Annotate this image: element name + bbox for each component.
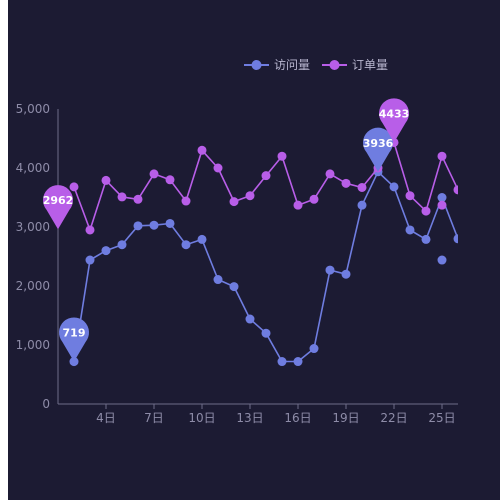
data-point[interactable] (309, 194, 319, 204)
pin-marker[interactable]: 719 (59, 317, 90, 362)
data-point[interactable] (229, 197, 239, 207)
data-point[interactable] (245, 314, 255, 324)
data-point[interactable] (405, 191, 415, 201)
x-tick-label: 13日 (236, 411, 263, 425)
data-point[interactable] (197, 234, 207, 244)
data-point[interactable] (165, 218, 175, 228)
legend-dot-icon (251, 60, 262, 70)
data-point[interactable] (357, 200, 367, 210)
data-point[interactable] (85, 225, 95, 235)
data-point[interactable] (245, 191, 255, 201)
y-tick-label: 1,000 (16, 338, 50, 352)
legend-dot-icon (329, 60, 340, 70)
data-point[interactable] (181, 196, 191, 206)
y-tick-label: 0 (42, 397, 50, 411)
data-point[interactable] (437, 151, 447, 161)
data-point[interactable] (261, 328, 271, 338)
data-point[interactable] (277, 151, 287, 161)
data-point[interactable] (101, 246, 111, 256)
x-tick-label: 4日 (96, 411, 116, 425)
legend-item[interactable]: 访问量 (244, 58, 310, 72)
x-tick-label: 19日 (332, 411, 359, 425)
legend: 访问量 订单量 (244, 58, 388, 72)
data-point[interactable] (437, 255, 447, 265)
pin-marker[interactable]: 2962 (43, 185, 74, 230)
x-tick-label: 16日 (284, 411, 311, 425)
data-point[interactable] (149, 220, 159, 230)
data-point[interactable] (293, 357, 303, 367)
pin-label: 719 (63, 327, 86, 340)
series-line (73, 141, 458, 231)
data-point[interactable] (197, 145, 207, 155)
pin-shape (43, 185, 73, 230)
data-point[interactable] (133, 194, 143, 204)
legend-item[interactable]: 订单量 (322, 58, 388, 72)
data-point[interactable] (117, 192, 127, 202)
data-point[interactable] (453, 234, 463, 244)
data-point[interactable] (341, 269, 351, 279)
data-point[interactable] (165, 175, 175, 185)
data-point[interactable] (133, 221, 143, 231)
y-tick-label: 4,000 (16, 161, 50, 175)
data-point[interactable] (389, 182, 399, 192)
data-point[interactable] (213, 163, 223, 173)
series-layer (69, 137, 463, 367)
data-point[interactable] (293, 200, 303, 210)
y-tick-label: 3,000 (16, 220, 50, 234)
x-tick-label: 22日 (380, 411, 407, 425)
pin-label: 4433 (379, 107, 410, 120)
data-point[interactable] (325, 169, 335, 179)
y-tick-label: 2,000 (16, 279, 50, 293)
series-1 (69, 167, 463, 367)
legend-label: 访问量 (274, 58, 310, 72)
pin-marker[interactable]: 4433 (379, 98, 410, 143)
data-point[interactable] (229, 282, 239, 292)
y-tick-label: 5,000 (16, 102, 50, 116)
pin-marker[interactable]: 3936 (363, 127, 394, 172)
data-point[interactable] (117, 240, 127, 250)
data-point[interactable] (309, 344, 319, 354)
data-point[interactable] (357, 182, 367, 192)
data-point[interactable] (101, 175, 111, 185)
axes: 0 1,000 2,000 3,000 4,000 5,000 4日 7日 10日 13日 16日 1… (16, 102, 458, 425)
data-point[interactable] (85, 255, 95, 265)
x-tick-label: 10日 (188, 411, 215, 425)
data-point[interactable] (453, 185, 463, 195)
pin-label: 2962 (43, 194, 74, 207)
legend-label: 订单量 (352, 58, 388, 72)
data-point[interactable] (69, 182, 79, 192)
x-tick-label: 25日 (428, 411, 455, 425)
data-point[interactable] (261, 171, 271, 181)
data-point[interactable] (213, 275, 223, 285)
data-point[interactable] (341, 178, 351, 188)
series-2 (69, 137, 463, 235)
data-point[interactable] (181, 240, 191, 250)
left-edge-strip (0, 0, 8, 500)
data-point[interactable] (149, 169, 159, 179)
pin-label: 3936 (363, 137, 394, 150)
data-point[interactable] (421, 206, 431, 216)
data-point[interactable] (437, 200, 447, 210)
data-point[interactable] (277, 357, 287, 367)
markers-layer: 719 3936 2962 4433 (43, 98, 410, 362)
pin-shape (379, 98, 409, 143)
data-point[interactable] (405, 225, 415, 235)
pin-shape (363, 127, 393, 172)
data-point[interactable] (421, 234, 431, 244)
data-point[interactable] (437, 193, 447, 202)
data-point[interactable] (325, 265, 335, 275)
pin-shape (59, 317, 90, 362)
x-tick-label: 7日 (144, 411, 164, 425)
